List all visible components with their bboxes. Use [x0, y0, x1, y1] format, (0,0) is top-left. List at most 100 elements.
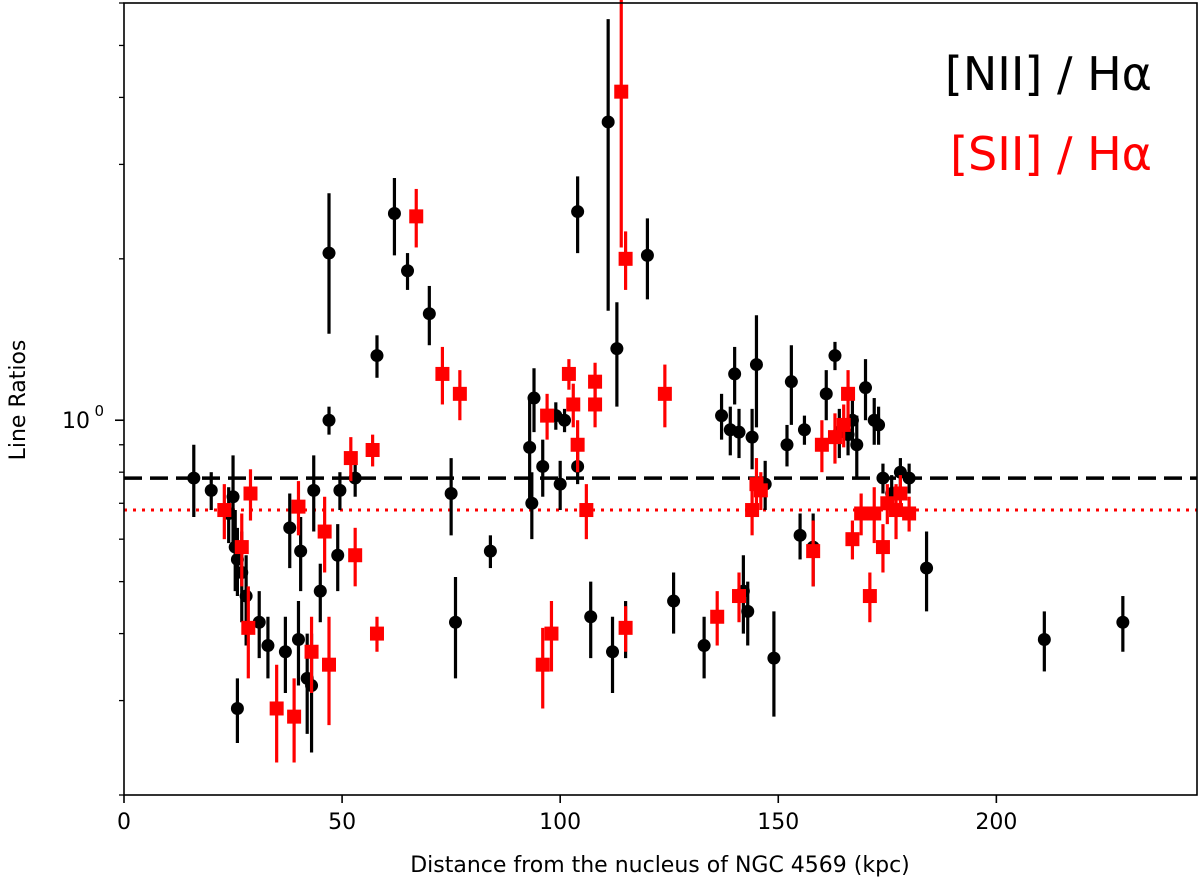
x-tick-label: 200 [975, 810, 1017, 835]
sii-point [291, 499, 306, 514]
nii-point [741, 604, 755, 618]
sii-point [409, 209, 424, 224]
sii-point [234, 540, 249, 555]
nii-point [859, 381, 873, 395]
nii-point [322, 413, 336, 427]
nii-point [715, 409, 729, 423]
sii-point [322, 657, 337, 672]
nii-point [307, 483, 321, 497]
sii-point [614, 84, 629, 99]
nii-point [667, 594, 681, 608]
sii-point [241, 620, 256, 635]
sii-point [317, 524, 332, 539]
nii-point [732, 425, 746, 439]
nii-point [370, 349, 384, 363]
nii-point [525, 496, 539, 510]
x-tick-label: 0 [117, 810, 131, 835]
nii-point [784, 375, 798, 389]
nii-point [252, 615, 266, 629]
nii-point [872, 418, 886, 432]
nii-point [558, 413, 572, 427]
sii-point [540, 408, 555, 423]
sii-point [435, 366, 450, 381]
nii-point [333, 483, 347, 497]
x-tick-label: 150 [757, 810, 799, 835]
sii-point [854, 506, 869, 521]
nii-point [850, 438, 864, 452]
sii-point [753, 483, 768, 498]
nii-point [793, 528, 807, 542]
sii-point [862, 589, 877, 604]
nii-point [187, 471, 201, 485]
sii-point [535, 657, 550, 672]
nii-point [204, 483, 218, 497]
y-tick-label-exponent: 0 [94, 402, 104, 420]
x-tick-label: 100 [539, 810, 581, 835]
nii-point [819, 387, 833, 401]
sii-point [348, 548, 363, 563]
sii-point [827, 430, 842, 445]
nii-point [322, 246, 336, 260]
axes-layer [123, 2, 1198, 796]
sii-point [875, 540, 890, 555]
plot-frame [123, 2, 1198, 796]
sii-point [841, 386, 856, 401]
sii-point [732, 589, 747, 604]
nii-point [239, 589, 253, 603]
nii-point [444, 487, 458, 501]
sii-point [867, 506, 882, 521]
sii-point [343, 451, 358, 466]
sii-point [566, 397, 581, 412]
nii-point [902, 471, 916, 485]
y-axis-title: Line Ratios [6, 340, 31, 461]
nii-point [291, 632, 305, 646]
sii-point [561, 366, 576, 381]
sii-point [243, 486, 258, 501]
nii-point [780, 438, 794, 452]
legend-nii-label: [NII] / Hα [945, 47, 1152, 101]
nii-point [278, 645, 292, 659]
sii-point [579, 503, 594, 518]
nii-point [226, 490, 240, 504]
x-tick-label: 50 [328, 810, 356, 835]
nii-point [527, 391, 541, 405]
sii-point [304, 644, 319, 659]
nii-point [728, 367, 742, 381]
nii-point [448, 615, 462, 629]
sii-point [618, 251, 633, 266]
nii-point [876, 471, 890, 485]
sii-point [618, 620, 633, 635]
nii-point [401, 264, 415, 278]
nii-point [283, 521, 297, 535]
nii-point [536, 459, 550, 473]
nii-point [553, 477, 567, 491]
sii-point [745, 503, 760, 518]
sii-point [287, 709, 302, 724]
sii-point [588, 374, 603, 389]
nii-point [749, 358, 763, 372]
sii-point [806, 544, 821, 559]
sii-point [570, 437, 585, 452]
nii-point [1037, 632, 1051, 646]
nii-point [483, 544, 497, 558]
sii-point [814, 437, 829, 452]
nii-point [797, 423, 811, 437]
sii-point [544, 626, 559, 641]
nii-point [331, 548, 345, 562]
nii-point [523, 440, 537, 454]
nii-point [230, 701, 244, 715]
nii-point [606, 645, 620, 659]
sii-point [365, 442, 380, 457]
nii-point [767, 651, 781, 665]
nii-point [920, 561, 934, 575]
sii-point [588, 397, 603, 412]
sii-point [369, 626, 384, 641]
nii-point [387, 206, 401, 220]
nii-point [601, 115, 615, 129]
nii-point [745, 430, 759, 444]
legend-sii-label: [SII] / Hα [950, 127, 1152, 181]
nii-point [571, 205, 585, 219]
nii-point [828, 349, 842, 363]
